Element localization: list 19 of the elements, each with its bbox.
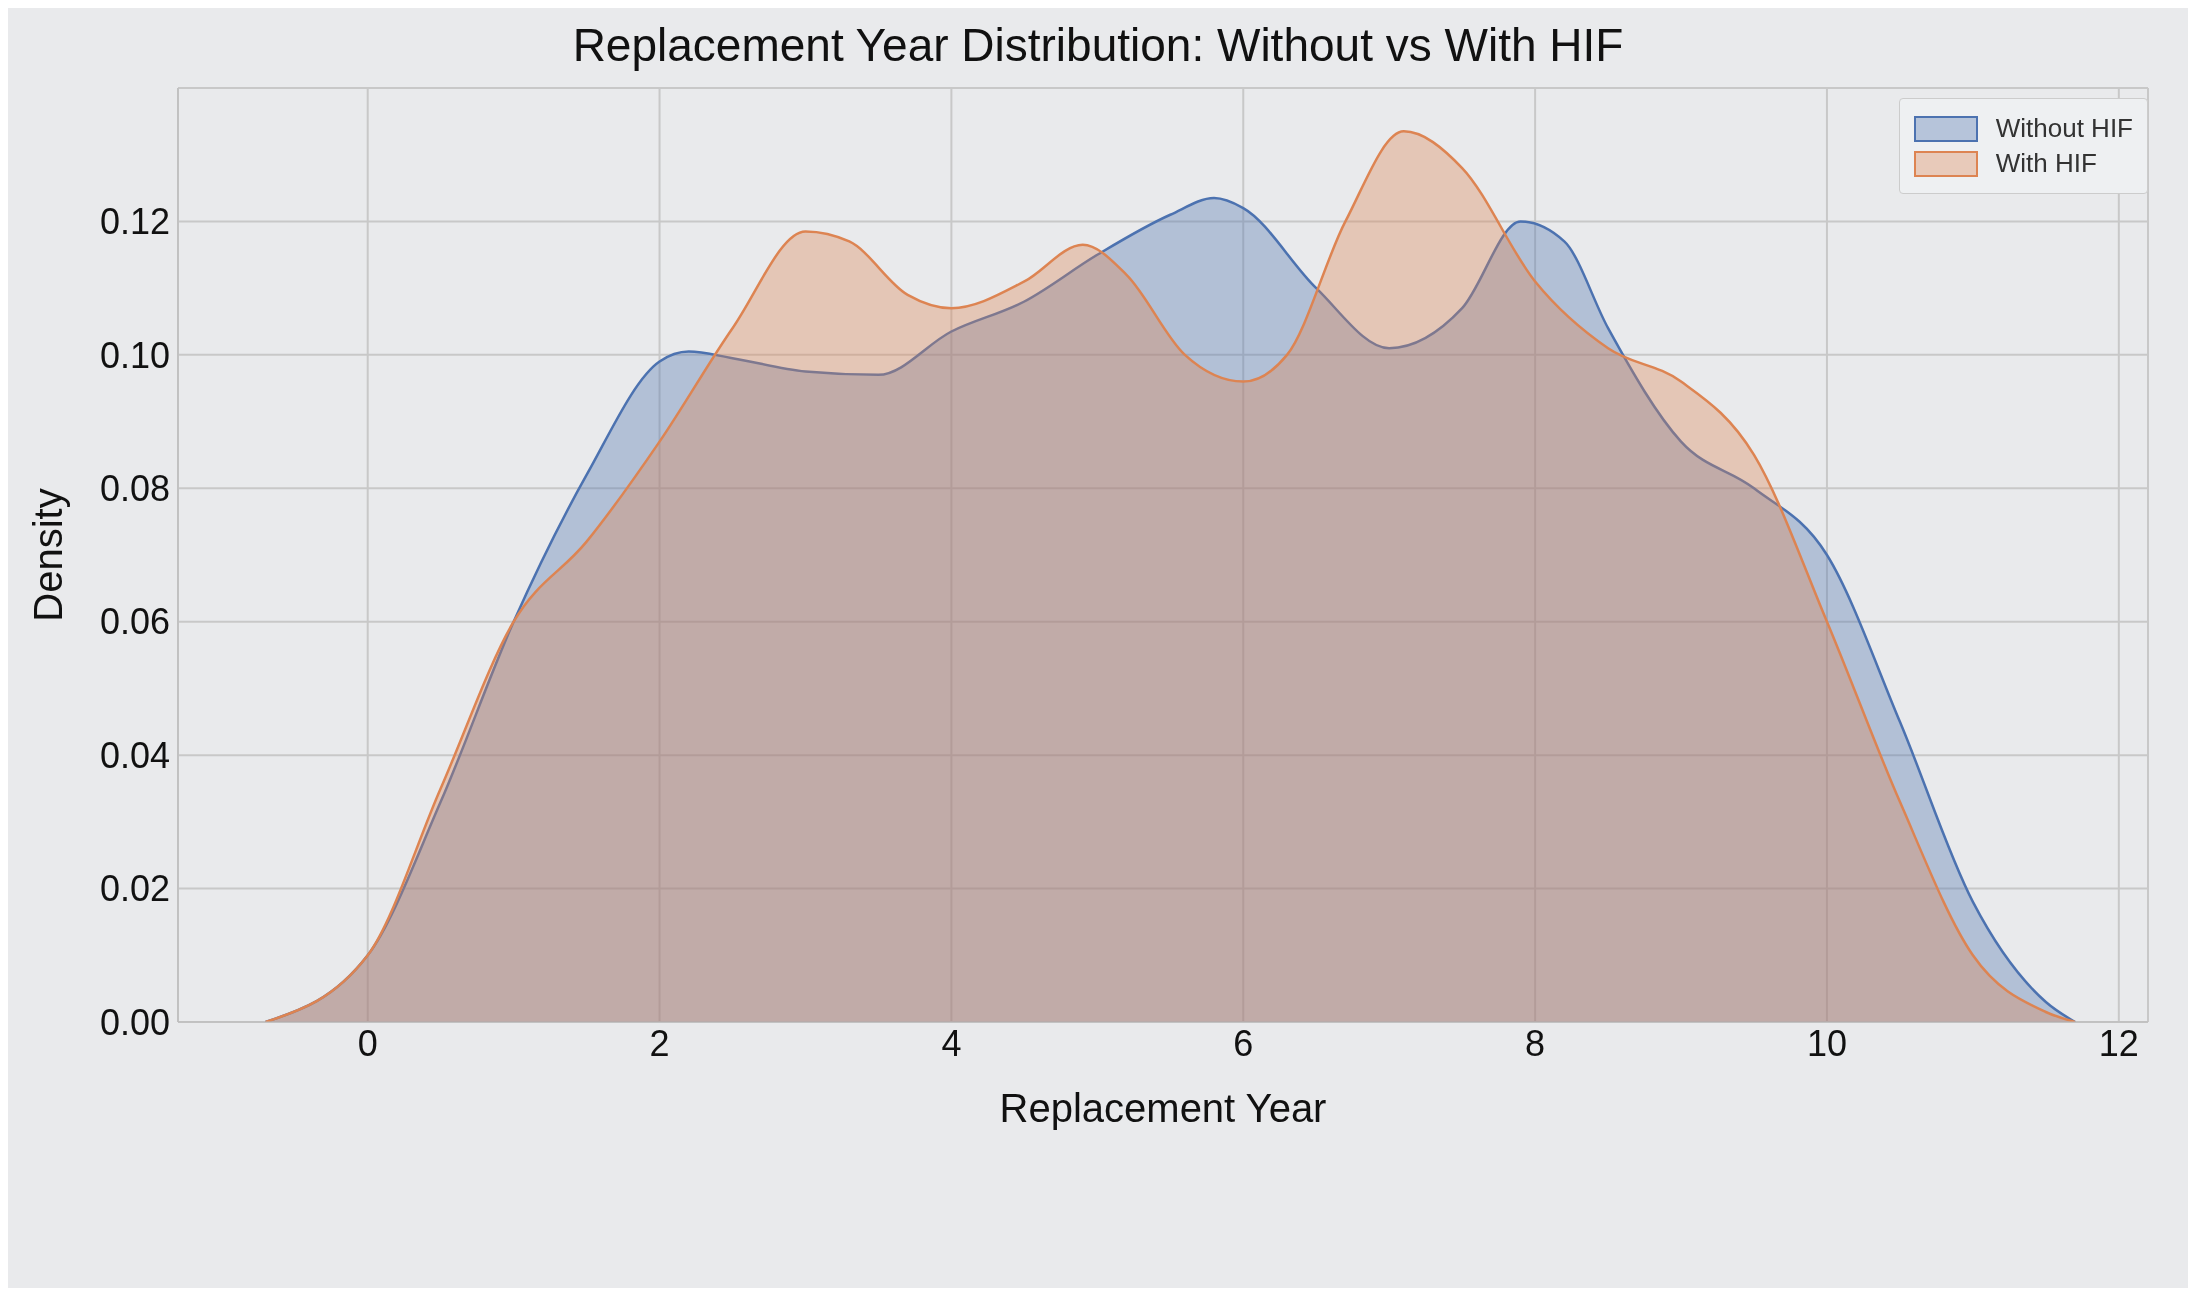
x-tick-label: 4 bbox=[941, 1022, 962, 1064]
legend-label: With HIF bbox=[1995, 148, 2097, 179]
x-tick-label: 10 bbox=[1806, 1022, 1847, 1064]
x-tick-label: 6 bbox=[1233, 1022, 1254, 1064]
y-tick-label: 0.06 bbox=[99, 601, 170, 643]
x-axis-title: Replacement Year bbox=[999, 1086, 1327, 1130]
y-tick-label: 0.10 bbox=[99, 334, 170, 376]
x-tick-label: 8 bbox=[1525, 1022, 1546, 1064]
x-tick-label: 0 bbox=[357, 1022, 378, 1064]
legend-label: Without HIF bbox=[1995, 113, 2133, 144]
chart-title: Replacement Year Distribution: Without vs With HIF bbox=[571, 18, 1625, 72]
y-tick-label: 0.02 bbox=[99, 868, 170, 910]
x-tick-label: 2 bbox=[649, 1022, 670, 1064]
x-tick-label: 12 bbox=[2098, 1022, 2139, 1064]
y-tick-label: 0.08 bbox=[99, 468, 170, 510]
y-axis-title: Density bbox=[26, 488, 71, 622]
y-tick-label: 0.04 bbox=[99, 734, 170, 776]
y-tick-label: 0.12 bbox=[99, 201, 170, 243]
y-tick-label: 0.00 bbox=[99, 1001, 170, 1043]
